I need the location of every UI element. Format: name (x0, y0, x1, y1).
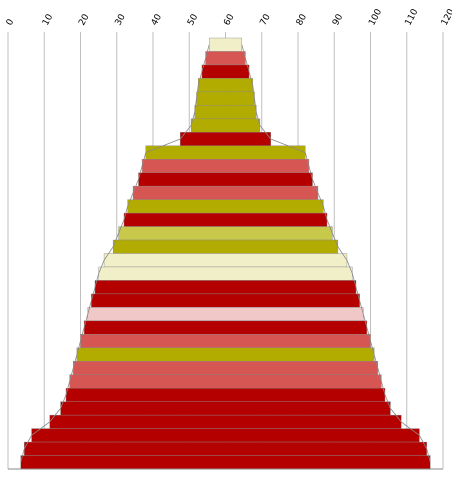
bar (83, 320, 368, 335)
bar (145, 145, 306, 160)
bar (91, 293, 360, 308)
bar (87, 307, 364, 322)
x-tick-label: 40 (150, 12, 164, 27)
bar (190, 118, 261, 133)
bar (196, 91, 255, 106)
x-tick-label: 50 (186, 12, 200, 27)
x-tick-label: 90 (331, 12, 345, 27)
right-edge (241, 44, 431, 463)
bar (65, 387, 386, 402)
bar (49, 414, 402, 429)
x-tick-label: 110 (404, 7, 421, 27)
bar (20, 455, 431, 470)
x-tick-label: 20 (77, 12, 91, 27)
bar (69, 374, 382, 389)
bar (31, 428, 420, 443)
x-tick-label: 100 (367, 7, 384, 27)
bar (80, 334, 371, 348)
bar (112, 239, 339, 254)
bar (201, 64, 250, 79)
x-tick-label: 30 (114, 12, 128, 27)
bar (60, 401, 391, 416)
bar (132, 185, 319, 200)
bar (194, 105, 257, 120)
bar (76, 347, 375, 362)
bar (103, 253, 348, 268)
x-tick-label: 60 (222, 12, 236, 27)
bar (179, 132, 272, 146)
x-tick-label: 80 (295, 12, 309, 27)
bar (208, 37, 243, 52)
x-tick-label: 120 (440, 7, 452, 27)
bar (94, 280, 357, 295)
bar (141, 159, 310, 173)
x-tick-label: 70 (259, 12, 273, 27)
bar (138, 172, 313, 187)
left-edge (20, 44, 210, 463)
bar (118, 226, 333, 241)
bar (73, 361, 378, 375)
bar (205, 51, 246, 66)
x-tick-label: 10 (41, 12, 55, 27)
bar (123, 212, 328, 227)
bar (198, 78, 253, 93)
bar (24, 441, 427, 456)
x-tick-label: 0 (5, 17, 17, 27)
bar (98, 266, 353, 281)
bar (127, 199, 324, 214)
